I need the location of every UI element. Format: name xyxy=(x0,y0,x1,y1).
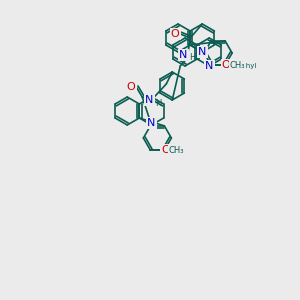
Text: H: H xyxy=(155,98,162,107)
Text: N: N xyxy=(147,118,156,128)
Text: N: N xyxy=(145,95,153,105)
Text: O: O xyxy=(222,60,230,70)
Text: methyl: methyl xyxy=(232,63,256,69)
Text: O: O xyxy=(171,29,180,39)
Text: CH₃: CH₃ xyxy=(230,61,245,70)
Text: N: N xyxy=(198,47,206,57)
Text: N: N xyxy=(205,61,213,71)
Text: O: O xyxy=(161,145,170,155)
Text: CH₃: CH₃ xyxy=(169,146,184,154)
Text: O: O xyxy=(127,82,136,92)
Text: H: H xyxy=(189,53,196,62)
Text: N: N xyxy=(179,50,188,60)
